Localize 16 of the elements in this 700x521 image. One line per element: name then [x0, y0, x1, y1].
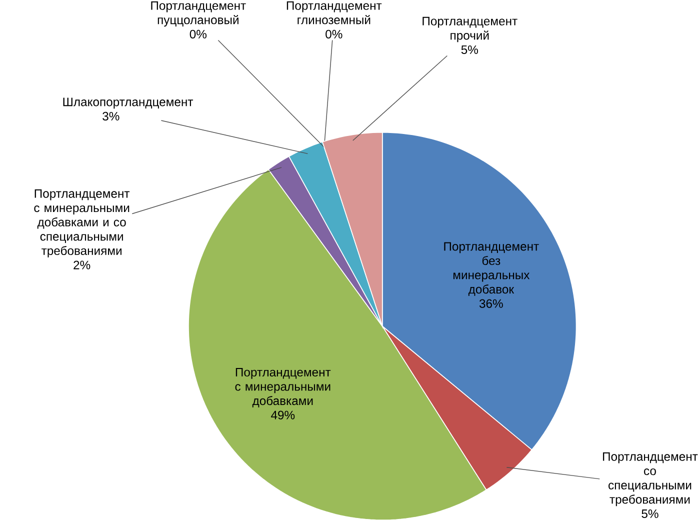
data-label: 5% [642, 510, 658, 518]
data-label: 3% [102, 112, 120, 121]
data-label: 2% [74, 260, 90, 270]
category-label: Портландцемент глиноземный [286, 2, 382, 24]
text: 0% [190, 30, 207, 39]
slice-label: Портландцемент с минеральными добавками [235, 368, 331, 408]
category-label: Портландцемент пуццолановый [151, 2, 246, 27]
slice-label: Портландцемент с минеральными добавками и со специальными требованиями [34, 190, 130, 258]
data-label: 36% [479, 300, 503, 308]
data-label: 49% [271, 411, 295, 420]
slice-label: Портландцемент прочий [422, 17, 518, 42]
slice-label: Шлакопортландцемент [63, 98, 194, 109]
slice-label: Портландцемент со специальными требованиями [602, 452, 698, 506]
text: 0% [326, 30, 342, 39]
data-label: 5% [461, 46, 478, 54]
slice-label: Портландцемент без минеральных добавок [444, 242, 539, 296]
